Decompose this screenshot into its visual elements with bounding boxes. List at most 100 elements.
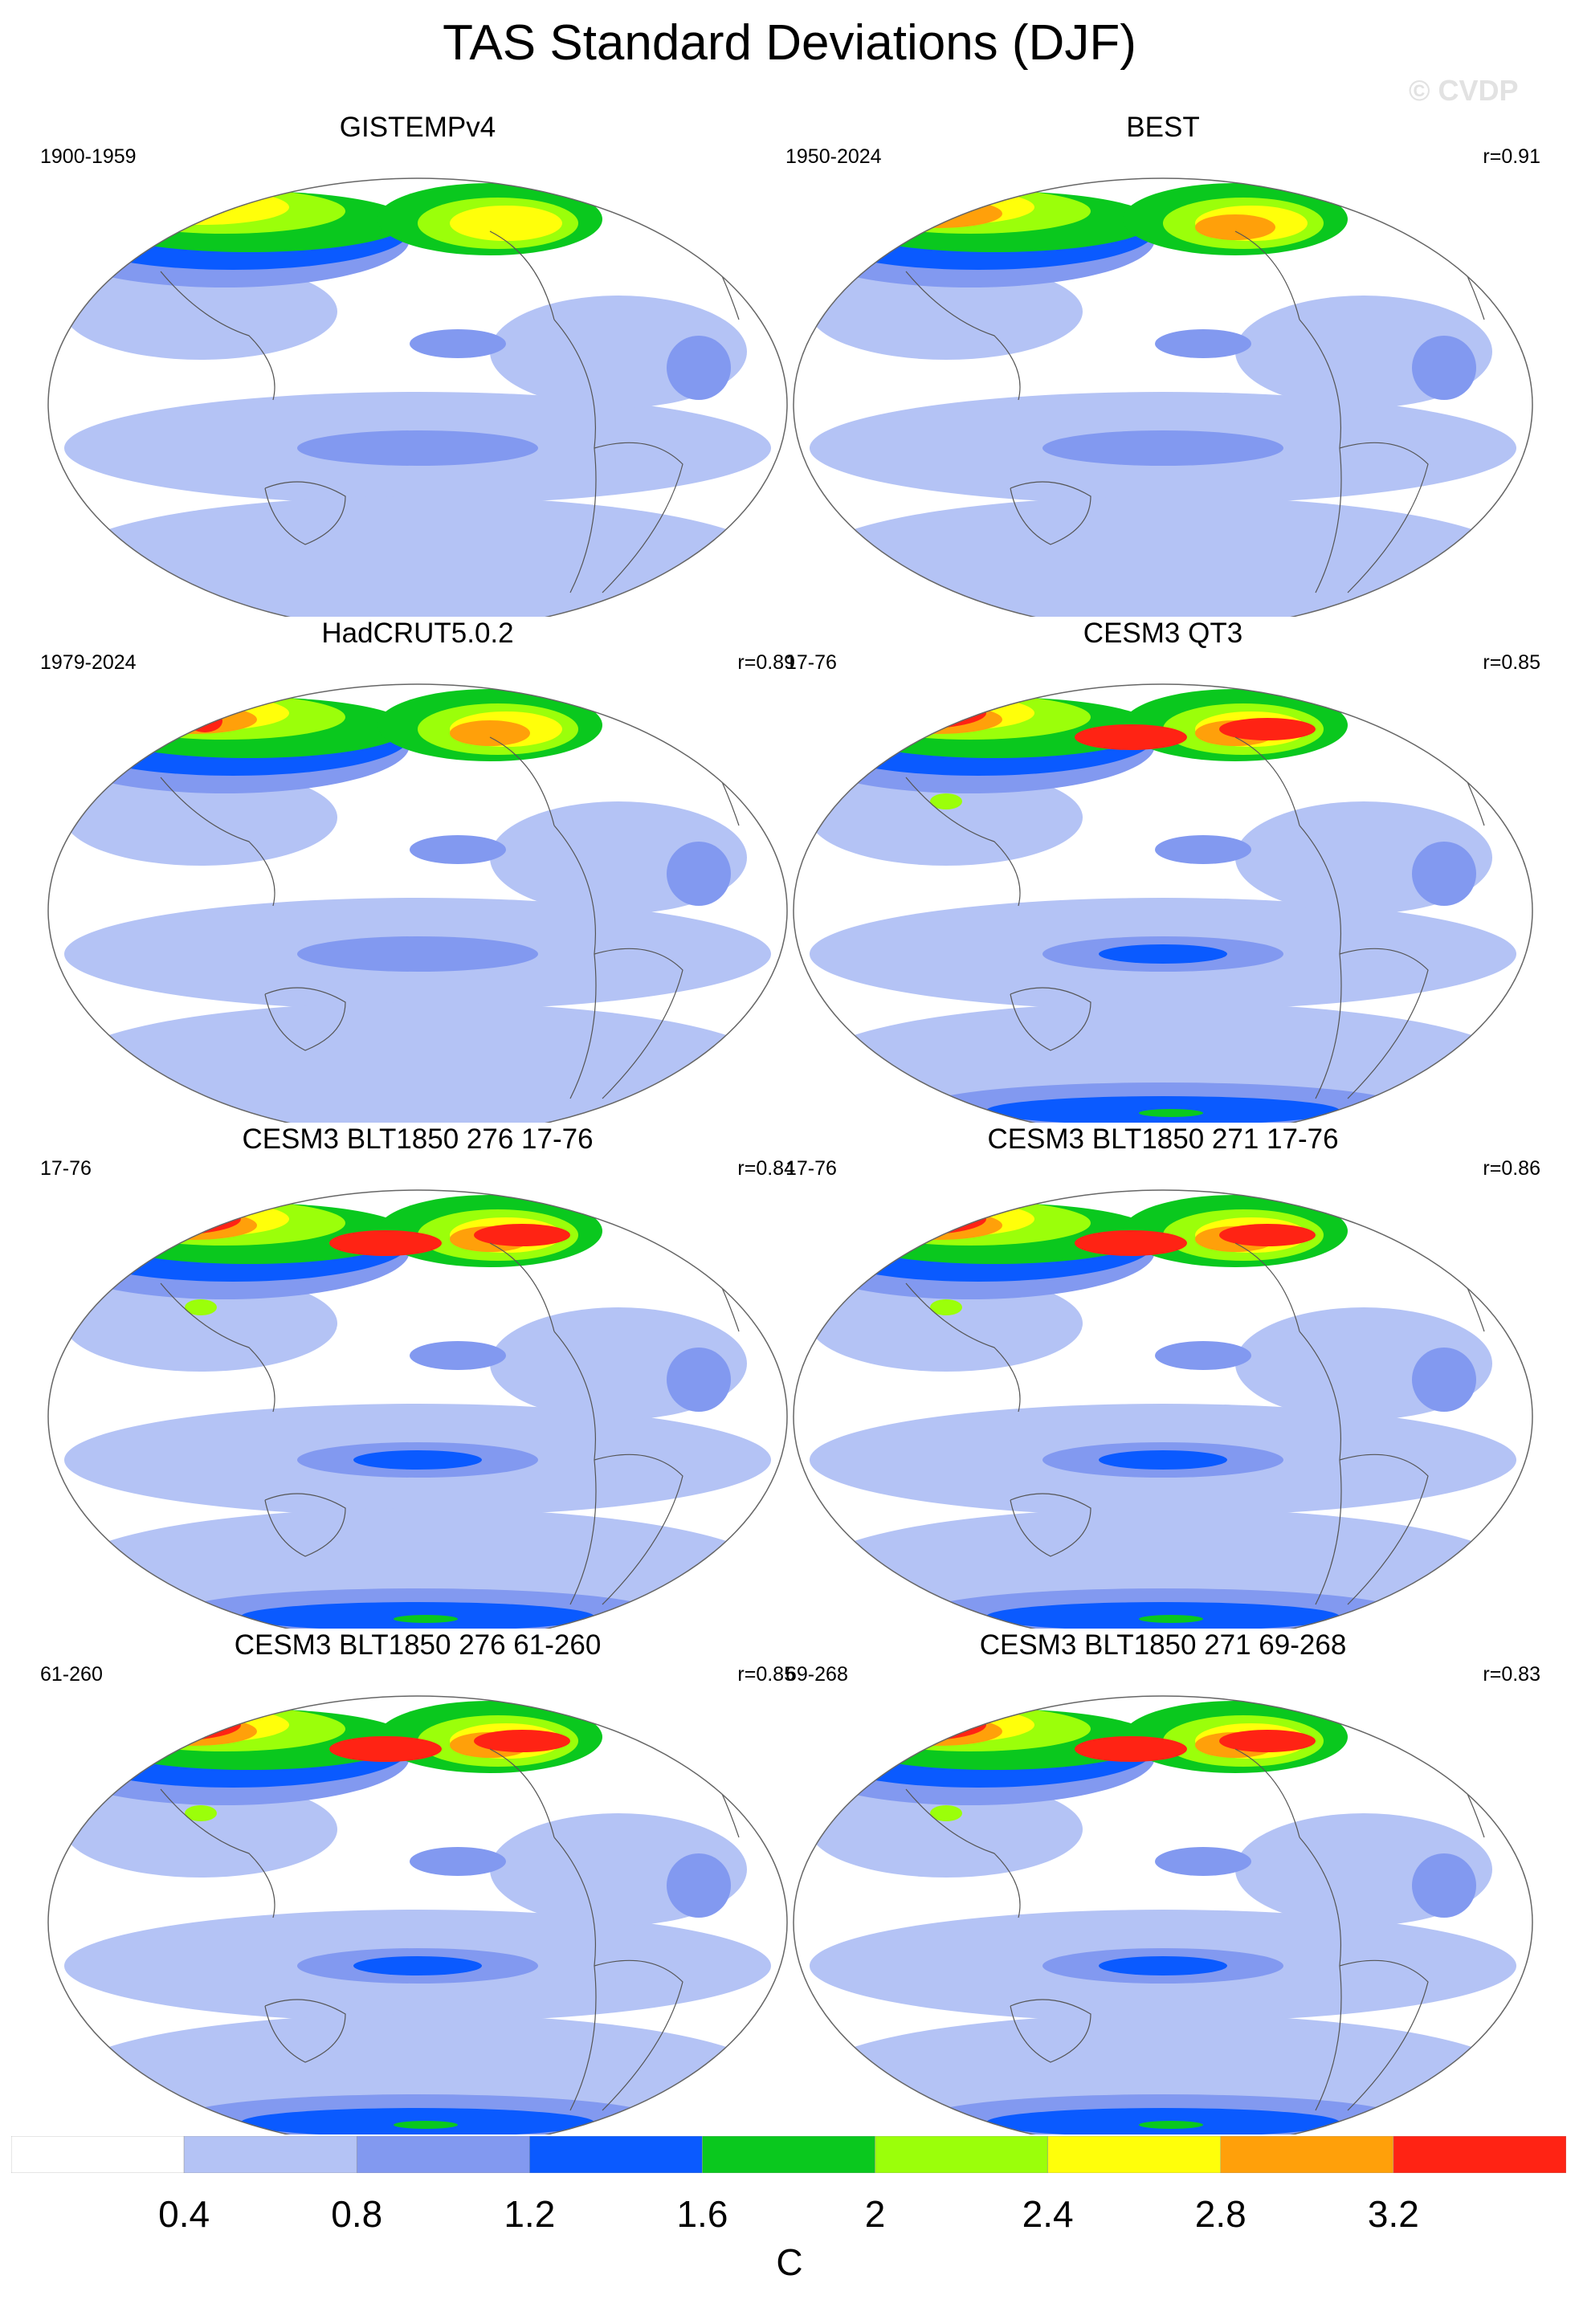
coastline	[1010, 1999, 1091, 2063]
world-map	[793, 1695, 1533, 2134]
map-border	[47, 1695, 788, 2134]
world-map	[793, 1189, 1533, 1629]
colorbar-tick-label: 3.2	[1367, 2193, 1419, 2235]
contour-region	[810, 769, 1083, 866]
contour-region	[450, 720, 530, 746]
panel-title: CESM3 QT3	[1083, 618, 1243, 649]
coastline	[160, 777, 275, 907]
contour-region	[842, 697, 986, 729]
map-border	[793, 1695, 1533, 2134]
coastline	[594, 948, 683, 1099]
panel-title: HadCRUT5.0.2	[321, 618, 514, 649]
panel-correlation: r=0.85	[737, 1663, 795, 1686]
panel-title: CESM3 BLT1850 271 17-76	[987, 1123, 1339, 1155]
map-panel: GISTEMPv4 1900-1959	[40, 111, 795, 617]
map-panel: CESM3 BLT1850 276 61-260 61-260 r=0.85	[40, 1629, 795, 2134]
panel-correlation: r=0.89	[737, 651, 795, 674]
panel-correlation: r=0.91	[1483, 145, 1540, 168]
contour-region	[699, 199, 763, 263]
colorbar-segment	[1220, 2136, 1394, 2173]
contour-region	[874, 1717, 1002, 1746]
contour-region	[1412, 336, 1476, 400]
map-border	[793, 683, 1533, 1123]
coastline	[905, 271, 1021, 401]
contour-region	[1219, 1224, 1316, 1246]
coastline	[264, 1493, 346, 1557]
panel-correlation: r=0.85	[1483, 651, 1540, 674]
contour-region	[353, 1956, 482, 1975]
contour-region	[1444, 705, 1508, 769]
contour-region	[297, 936, 538, 972]
contour-region	[129, 1211, 257, 1240]
contour-region	[1139, 2121, 1203, 2129]
coastline	[160, 271, 275, 401]
colorbar-tick-label: 1.2	[504, 2193, 556, 2235]
coastline	[1010, 481, 1091, 545]
contour-region	[858, 190, 1034, 225]
panel-period: 1950-2024	[785, 145, 882, 168]
contour-region	[64, 769, 337, 866]
contour-region	[1444, 199, 1508, 263]
colorbar-segment	[1393, 2136, 1566, 2173]
panel-title: GISTEMPv4	[339, 112, 496, 143]
contour-region	[1155, 329, 1251, 358]
coastline	[264, 987, 346, 1051]
coastline	[1010, 987, 1091, 1051]
coastline	[1339, 1454, 1429, 1605]
map-panel: HadCRUT5.0.2 1979-2024 r=0.89	[40, 617, 795, 1123]
contour-region	[858, 1707, 1034, 1743]
contour-region	[874, 199, 1002, 228]
panel-title: BEST	[1126, 112, 1200, 143]
map-panel: CESM3 BLT1850 271 17-76 17-76 r=0.86	[785, 1123, 1540, 1629]
contour-region	[187, 710, 222, 732]
contour-region	[1139, 1109, 1203, 1117]
contour-region	[1444, 1211, 1508, 1275]
coastline	[264, 1999, 346, 2063]
coastline	[1234, 1748, 1300, 1838]
coastline	[594, 442, 683, 593]
colorbar-segment	[1047, 2136, 1222, 2173]
contour-region	[1412, 1348, 1476, 1412]
contour-region	[410, 329, 506, 358]
contour-region	[810, 496, 1516, 617]
contour-region	[842, 1203, 986, 1235]
contour-region	[185, 1805, 217, 1821]
contour-region	[667, 336, 731, 400]
world-map	[47, 683, 788, 1123]
contour-region	[112, 1707, 289, 1743]
contour-region	[329, 1736, 442, 1762]
contour-region	[129, 1717, 257, 1746]
contour-region	[810, 263, 1083, 360]
panel-period: 61-260	[40, 1663, 103, 1686]
contour-region	[410, 835, 506, 864]
contour-region	[1075, 1230, 1187, 1256]
contour-region	[96, 1709, 241, 1741]
panel-period: 17-76	[785, 1157, 837, 1180]
contour-region	[667, 1348, 731, 1412]
colorbar-tick-label: 1.6	[676, 2193, 728, 2235]
contour-region	[1099, 944, 1227, 964]
colorbar	[11, 2136, 1566, 2173]
map-border	[793, 177, 1533, 617]
world-map	[47, 1695, 788, 2134]
colorbar-segment	[702, 2136, 875, 2173]
contour-region	[1412, 1853, 1476, 1918]
colorbar-tick-label: 2.4	[1022, 2193, 1074, 2235]
colorbar-tick-label: 0.4	[158, 2193, 210, 2235]
coastline	[594, 1454, 683, 1605]
colorbar-unit-label: C	[776, 2241, 803, 2283]
contour-region	[1444, 1717, 1508, 1781]
coastline	[1010, 1493, 1091, 1557]
coastline	[1339, 1959, 1429, 2111]
contour-region	[1195, 214, 1275, 240]
contour-region	[112, 695, 289, 731]
contour-region	[1075, 1736, 1187, 1762]
contour-region	[1155, 835, 1251, 864]
colorbar-segment	[11, 2136, 185, 2173]
coastline	[489, 1242, 555, 1332]
contour-region	[329, 1230, 442, 1256]
contour-region	[810, 1781, 1083, 1878]
contour-region	[699, 1211, 763, 1275]
coastline	[489, 1748, 555, 1838]
colorbar-tick-label: 2	[864, 2193, 886, 2235]
